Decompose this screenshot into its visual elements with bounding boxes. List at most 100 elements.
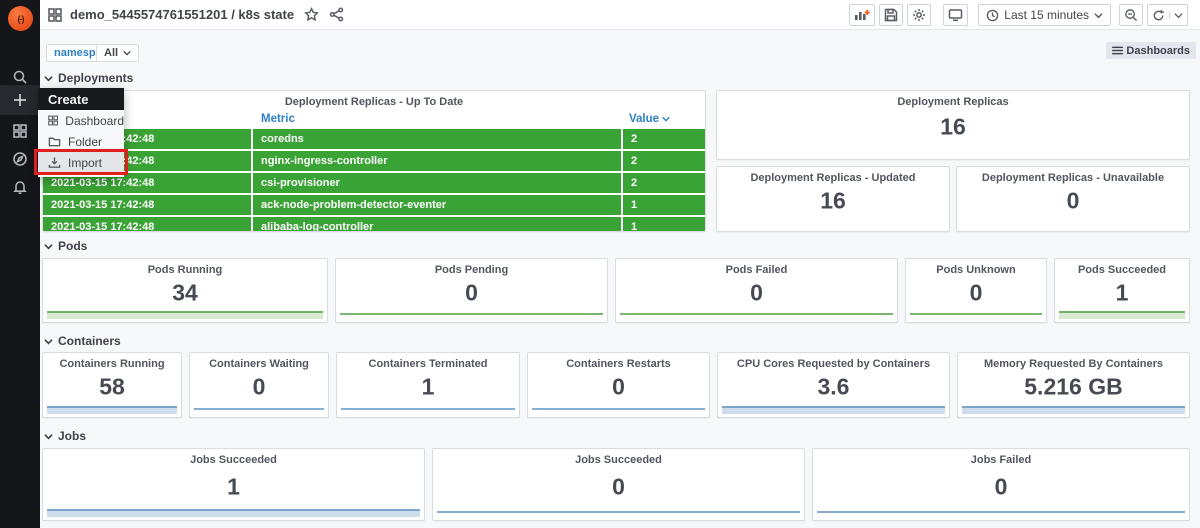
section-deployments[interactable]: Deployments (44, 71, 133, 85)
sparkline (910, 313, 1042, 315)
panel-title[interactable]: Deployment Replicas - Up To Date (284, 96, 464, 108)
stat-panel-cpu-cores-requested: CPU Cores Requested by Containers 3.6 (717, 352, 950, 418)
panel-title[interactable]: Jobs Succeeded (575, 454, 662, 466)
section-pods[interactable]: Pods (44, 239, 87, 253)
stat-value: 0 (969, 279, 983, 306)
stat-panel-pods-succeeded: Pods Succeeded 1 (1054, 258, 1190, 323)
panel-title[interactable]: Pods Running (147, 264, 223, 276)
stat-value: 0 (1066, 187, 1080, 214)
section-containers[interactable]: Containers (44, 334, 121, 348)
panel-title[interactable]: Jobs Failed (970, 454, 1032, 466)
create-menu-title: Create (38, 88, 124, 110)
add-panel-button[interactable] (849, 4, 876, 26)
search-icon[interactable] (0, 62, 40, 92)
stat-panel-pods-running: Pods Running 34 (42, 258, 328, 323)
share-icon[interactable] (329, 7, 344, 22)
table-row: 2021-03-15 17:42:48 alibaba-log-controlle… (43, 217, 705, 231)
panel-title[interactable]: Memory Requested By Containers (983, 358, 1164, 370)
alerting-bell-icon[interactable] (0, 172, 40, 202)
table-header: Time Metric Value (43, 113, 705, 129)
dashboards-button[interactable]: Dashboards (1106, 42, 1196, 59)
sparkline (962, 406, 1185, 414)
explore-compass-icon[interactable] (0, 144, 40, 174)
sparkline (47, 406, 177, 414)
dashboard-grid-icon (48, 115, 59, 126)
time-range-label: Last 15 minutes (1004, 8, 1089, 22)
hamburger-icon (1112, 46, 1124, 55)
cycle-view-monitor-icon[interactable] (943, 4, 969, 26)
panel-title[interactable]: Containers Running (59, 358, 165, 370)
time-range-picker[interactable]: Last 15 minutes (978, 4, 1111, 26)
sparkline (1059, 311, 1185, 319)
panel-title[interactable]: Deployment Replicas - Unavailable (981, 172, 1165, 184)
table-row: 2021-03-15 17:42:48 csi-provisioner 2 (43, 173, 705, 193)
zoom-out-icon[interactable] (1119, 4, 1143, 26)
panel-title[interactable]: Containers Terminated (368, 358, 488, 370)
refresh-interval-chevron-icon[interactable] (1169, 11, 1183, 19)
save-dashboard-icon[interactable] (879, 4, 904, 26)
dashboards-grid-icon[interactable] (0, 116, 40, 146)
page-title[interactable]: demo_5445574761551201 / k8s state (70, 7, 295, 22)
stat-value: 0 (465, 279, 478, 306)
sparkline (194, 408, 324, 410)
panel-title[interactable]: Pods Failed (725, 264, 788, 276)
favorite-star-icon[interactable] (304, 7, 320, 22)
stat-value: 1 (227, 473, 240, 500)
sparkline (532, 408, 705, 410)
sparkline (341, 408, 515, 410)
sidebar: (-) (0, 0, 40, 528)
chevron-down-icon (44, 338, 53, 344)
panel-title[interactable]: Containers Restarts (566, 358, 671, 370)
stat-value: 1 (421, 373, 435, 400)
stat-value: 0 (612, 373, 625, 400)
column-header-metric[interactable]: Metric (261, 113, 295, 125)
section-jobs[interactable]: Jobs (44, 429, 86, 443)
menu-item-dashboard[interactable]: Dashboard (38, 110, 124, 131)
sort-chevron-icon (662, 116, 670, 122)
stat-value: 58 (99, 373, 125, 400)
stat-value: 0 (750, 279, 763, 306)
stat-panel-pods-unknown: Pods Unknown 0 (905, 258, 1047, 323)
sparkline (47, 509, 420, 517)
stat-panel-containers-restarts: Containers Restarts 0 (527, 352, 710, 418)
panel-title[interactable]: Deployment Replicas - Updated (750, 172, 916, 184)
panel-title[interactable]: Pods Pending (434, 264, 509, 276)
panel-title[interactable]: Jobs Succeeded (190, 454, 277, 466)
stat-value: 34 (172, 279, 198, 306)
clock-icon (986, 9, 999, 22)
dashboards-button-label: Dashboards (1126, 44, 1190, 57)
namespace-value-dropdown[interactable]: All (96, 44, 140, 62)
chevron-down-icon (44, 243, 53, 249)
sparkline (817, 511, 1185, 513)
panel-title[interactable]: Containers Waiting (209, 358, 309, 370)
sparkline (620, 313, 893, 315)
table-row: 2021-03-15 17:42:48 ack-node-problem-dete… (43, 195, 705, 215)
menu-item-label: Folder (68, 134, 103, 149)
panel-title[interactable]: Deployment Replicas (897, 96, 1009, 108)
refresh-button[interactable] (1147, 4, 1188, 26)
menu-item-folder[interactable]: Folder (38, 131, 124, 152)
chevron-down-icon (123, 50, 131, 56)
stat-panel-containers-waiting: Containers Waiting 0 (189, 352, 329, 418)
settings-gear-icon[interactable] (907, 4, 932, 26)
grafana-logo-icon[interactable]: (-) (8, 6, 33, 31)
column-header-value[interactable]: Value (629, 113, 670, 125)
chevron-down-icon (44, 75, 53, 81)
table-panel-deployment-replicas-up-to-date: Deployment Replicas - Up To Date Time Me… (42, 90, 706, 232)
stat-panel-deployment-replicas: Deployment Replicas 16 (716, 90, 1190, 160)
menu-item-import[interactable]: Import (38, 152, 124, 173)
panel-title[interactable]: CPU Cores Requested by Containers (736, 358, 931, 370)
stat-panel-deployment-replicas-unavailable: Deployment Replicas - Unavailable 0 (956, 166, 1190, 232)
stat-value: 0 (994, 473, 1008, 500)
create-plus-icon[interactable] (0, 85, 40, 115)
section-label: Jobs (58, 429, 87, 443)
panel-title[interactable]: Pods Unknown (936, 264, 1016, 276)
sparkline (722, 406, 945, 414)
dashboard-squares-icon (48, 7, 62, 22)
stat-value: 5.216 GB (1024, 373, 1123, 400)
panel-title[interactable]: Pods Succeeded (1077, 264, 1167, 276)
menu-item-label: Import (68, 155, 103, 170)
dashboard-header: demo_5445574761551201 / k8s state Last 1… (40, 0, 1200, 30)
